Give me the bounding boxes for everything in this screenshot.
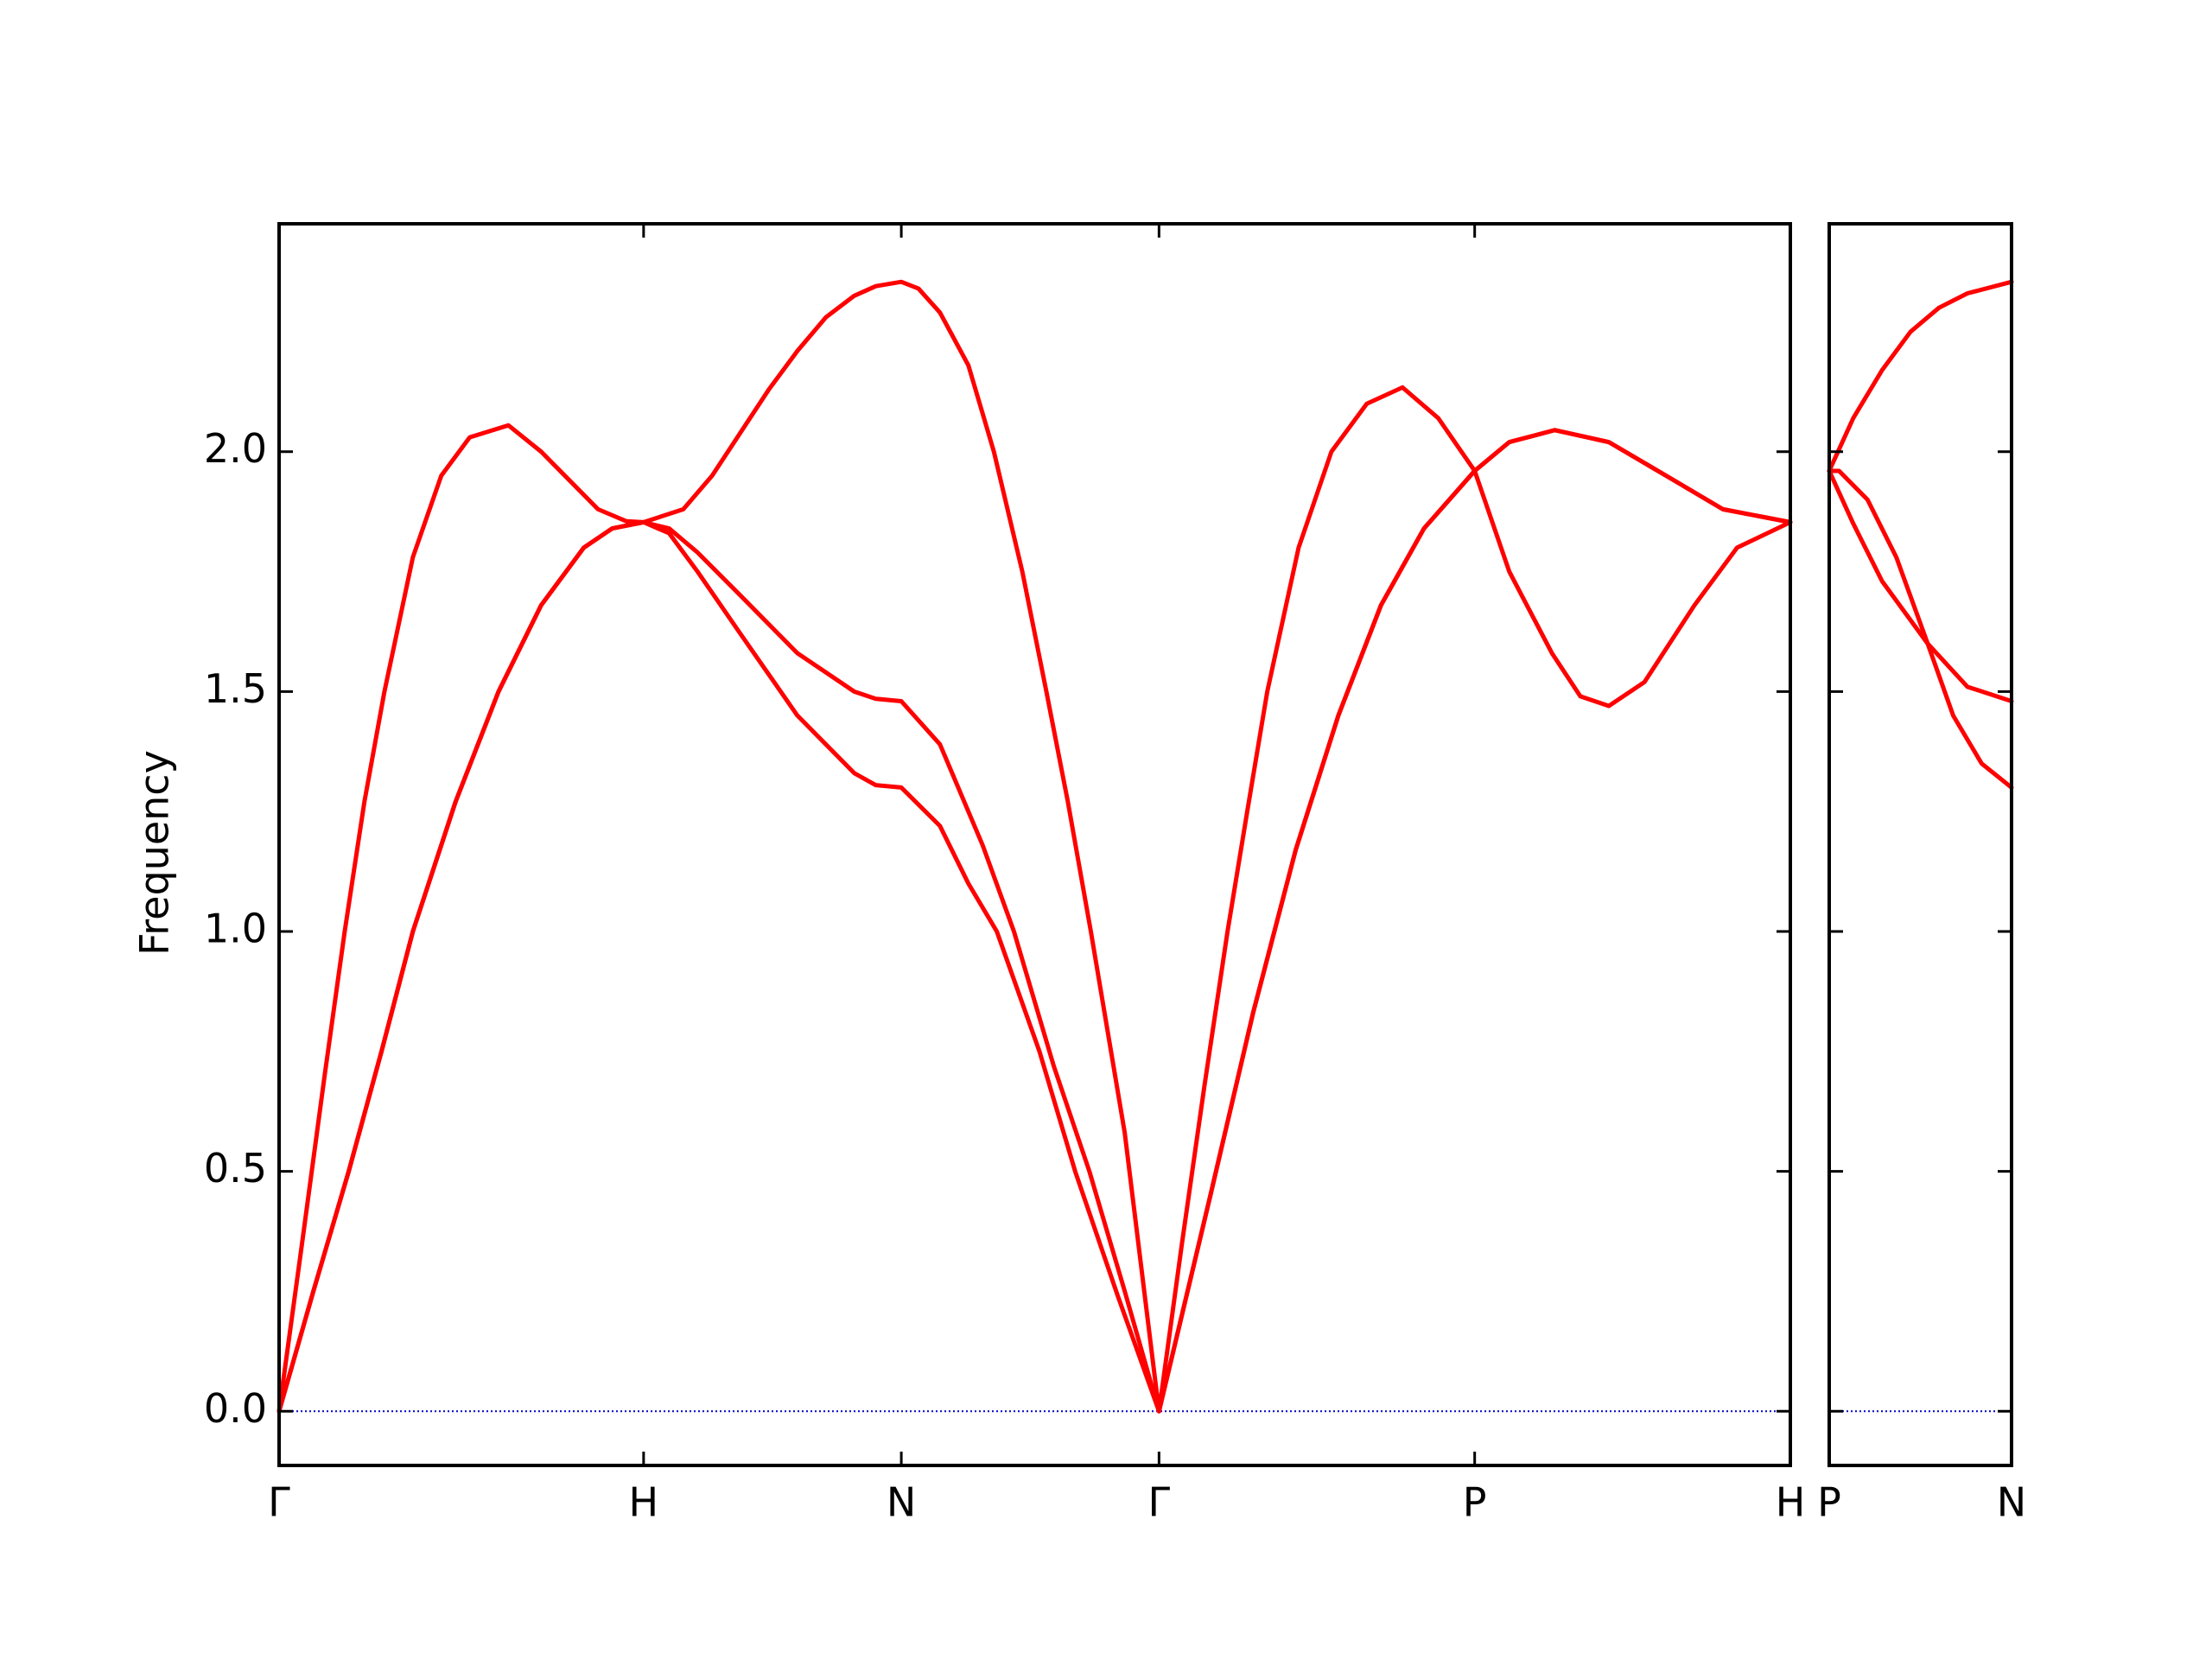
band-line [276, 428, 1793, 1414]
x-tick-label: H [629, 1479, 659, 1526]
y-tick-label: 0.5 [204, 1145, 267, 1192]
band-line [1827, 279, 2014, 474]
band-line [1827, 468, 2014, 790]
plot-frame [277, 222, 1792, 1467]
y-axis-label: Frequency [131, 750, 178, 956]
y-tick-label: 2.0 [204, 425, 267, 472]
band-line [276, 279, 1793, 1414]
band-line [1827, 468, 2014, 703]
x-tick-label: N [1997, 1479, 2026, 1526]
x-tick-label: N [887, 1479, 916, 1526]
x-tick-label: Γ [268, 1479, 290, 1526]
x-tick-label: P [1463, 1479, 1487, 1526]
y-tick-label: 1.0 [204, 906, 267, 952]
plot-frame [1827, 222, 2013, 1467]
x-tick-label: Γ [1148, 1479, 1171, 1526]
y-tick-label: 0.0 [204, 1385, 267, 1432]
x-tick-label: P [1817, 1479, 1841, 1526]
y-tick-label: 1.5 [204, 665, 267, 712]
x-tick-label: H [1776, 1479, 1806, 1526]
band-line [276, 428, 1793, 1414]
